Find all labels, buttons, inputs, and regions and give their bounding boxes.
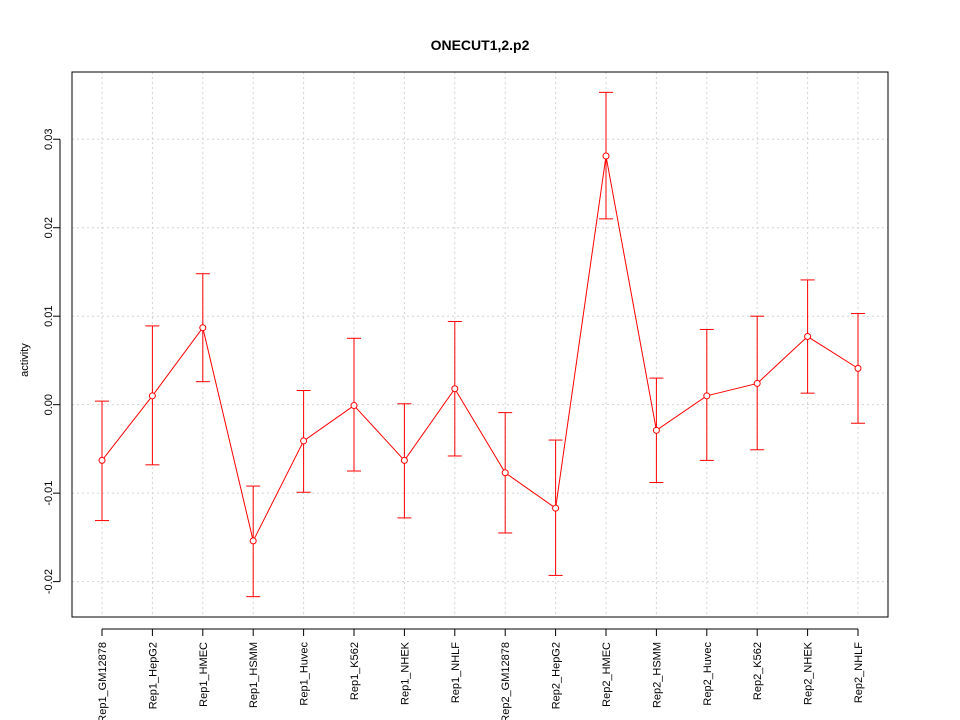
y-tick-label: 0.03 [43, 129, 55, 150]
x-tick-label: Rep2_HMEC [601, 642, 613, 707]
data-point [552, 504, 560, 512]
chart-title: ONECUT1,2.p2 [431, 37, 530, 53]
x-tick-label: Rep2_K562 [752, 642, 764, 700]
y-axis: -0.02 -0.01 0.00 0.01 0.02 0.03 [43, 129, 61, 594]
series-line [101, 155, 859, 543]
y-axis-label: activity [19, 343, 31, 377]
x-axis: Rep1_GM12878 Rep1_HepG2 Rep1_HMEC Rep1_HSMM… [97, 628, 865, 720]
data-point [350, 402, 358, 410]
data-point [854, 364, 862, 372]
x-tick-label: Rep1_NHEK [399, 641, 411, 705]
y-tick-label: 0.02 [43, 217, 55, 238]
data-point [400, 456, 408, 464]
data-point [703, 392, 711, 400]
x-tick-label: Rep2_NHLF [853, 642, 865, 703]
data-point [451, 385, 459, 393]
x-tick-label: Rep1_NHLF [450, 642, 462, 703]
x-tick-label: Rep2_GM12878 [500, 642, 512, 720]
data-point [98, 456, 106, 464]
y-tick-label: 0.00 [43, 394, 55, 415]
x-tick-label: Rep1_HMEC [198, 642, 210, 707]
x-tick-label: Rep1_K562 [349, 642, 361, 700]
data-point [199, 324, 207, 332]
x-tick-label: Rep2_HepG2 [551, 642, 563, 709]
x-tick-label: Rep2_HSMM [651, 642, 663, 708]
data-point [602, 152, 610, 160]
data-point [249, 537, 257, 545]
x-tick-label: Rep2_NHEK [803, 641, 815, 705]
grid [72, 72, 888, 617]
data-point [804, 333, 812, 341]
plot-area [95, 91, 865, 598]
x-tick-label: Rep2_Huvec [702, 642, 714, 706]
data-point [148, 392, 156, 400]
data-point [300, 437, 308, 445]
plot-frame [71, 71, 889, 618]
x-tick-label: Rep1_Huvec [299, 642, 311, 706]
y-tick-label: -0.01 [43, 481, 55, 506]
data-point [753, 379, 761, 387]
x-tick-label: Rep1_HepG2 [147, 642, 159, 709]
x-tick-label: Rep1_HSMM [248, 642, 260, 708]
data-point [501, 469, 509, 477]
data-point [652, 426, 660, 434]
x-tick-label: Rep1_GM12878 [97, 642, 109, 720]
y-tick-label: -0.02 [43, 569, 55, 594]
y-tick-label: 0.01 [43, 305, 55, 326]
